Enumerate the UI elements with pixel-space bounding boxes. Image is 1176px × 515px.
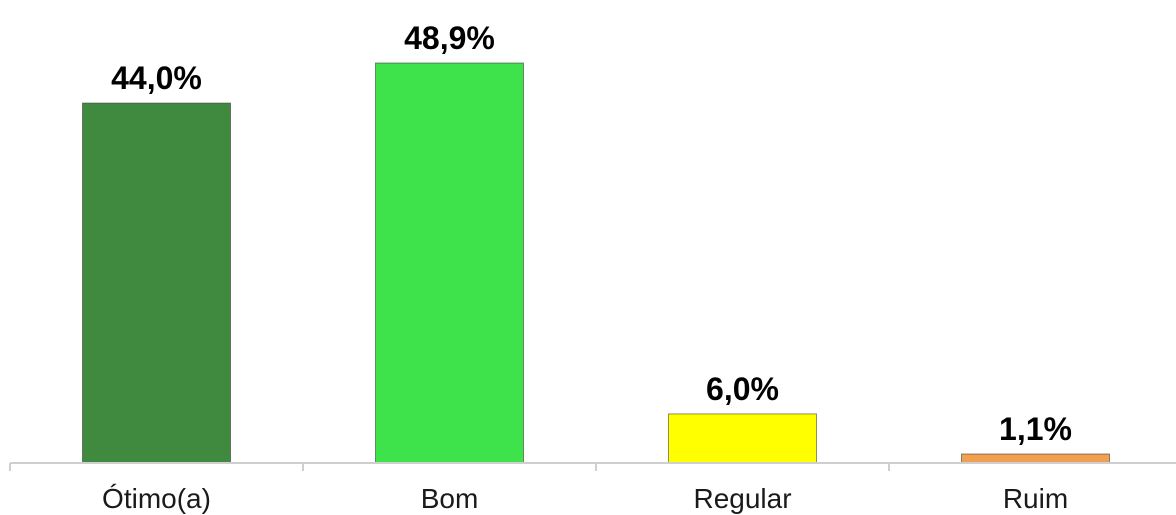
bar-0 bbox=[82, 102, 231, 464]
x-tick-label-0: Ótimo(a) bbox=[102, 483, 211, 514]
bars-layer bbox=[82, 62, 1110, 464]
x-tick-label-1: Bom bbox=[421, 483, 479, 514]
data-label-2: 6,0% bbox=[706, 371, 779, 407]
labels-layer: 44,0% Ótimo(a) 48,9% Bom 6,0% Regular 1,1% Ruim bbox=[102, 20, 1072, 514]
bar-2 bbox=[668, 413, 817, 464]
x-axis bbox=[9, 462, 1176, 471]
data-label-1: 48,9% bbox=[404, 20, 495, 56]
bar-1 bbox=[375, 62, 524, 464]
data-label-3: 1,1% bbox=[999, 411, 1072, 447]
x-tick-label-3: Ruim bbox=[1003, 483, 1068, 514]
bar-3 bbox=[961, 453, 1110, 464]
x-tick-label-2: Regular bbox=[693, 483, 791, 514]
data-label-0: 44,0% bbox=[111, 60, 202, 96]
